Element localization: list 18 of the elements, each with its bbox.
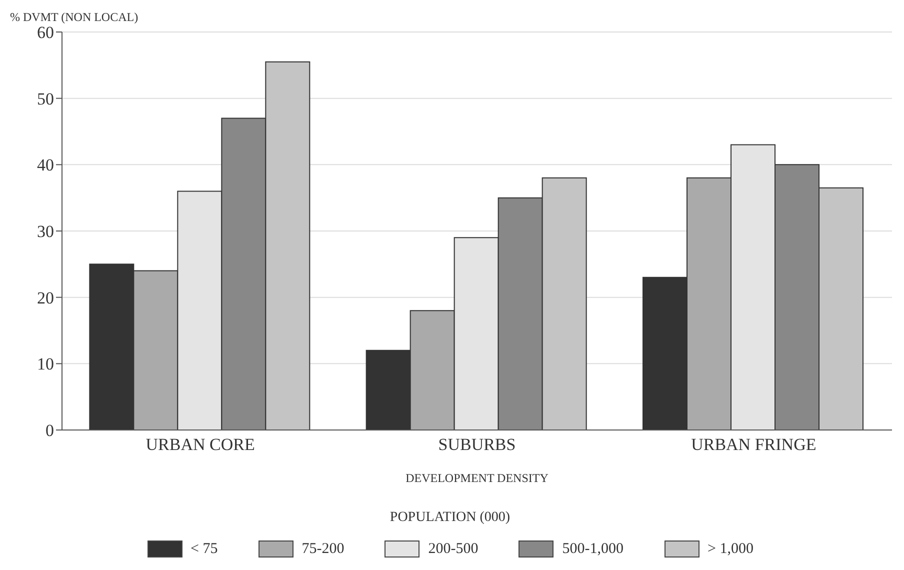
- x-tick-label: SUBURBS: [438, 435, 516, 454]
- y-tick-label: 10: [37, 354, 54, 374]
- x-axis-title: DEVELOPMENT DENSITY: [406, 471, 549, 485]
- y-tick-label: 60: [37, 23, 54, 42]
- y-axis-title: % DVMT (NON LOCAL): [10, 10, 138, 25]
- legend-label: 200-500: [428, 540, 478, 558]
- legend-label: 500-1,000: [562, 540, 624, 558]
- x-tick-label: URBAN CORE: [146, 435, 255, 454]
- x-tick-label: URBAN FRINGE: [691, 435, 816, 454]
- legend-title: POPULATION (000): [388, 510, 512, 526]
- y-tick-label: 40: [37, 156, 54, 175]
- y-tick-label: 30: [37, 222, 54, 242]
- legend-label: 75-200: [302, 540, 344, 558]
- legend-label: > 1,000: [708, 540, 754, 558]
- y-tick-label: 50: [37, 89, 54, 108]
- y-tick-label: 20: [37, 288, 54, 308]
- y-tick-label: 0: [46, 421, 54, 440]
- legend-label: < 75: [190, 540, 218, 558]
